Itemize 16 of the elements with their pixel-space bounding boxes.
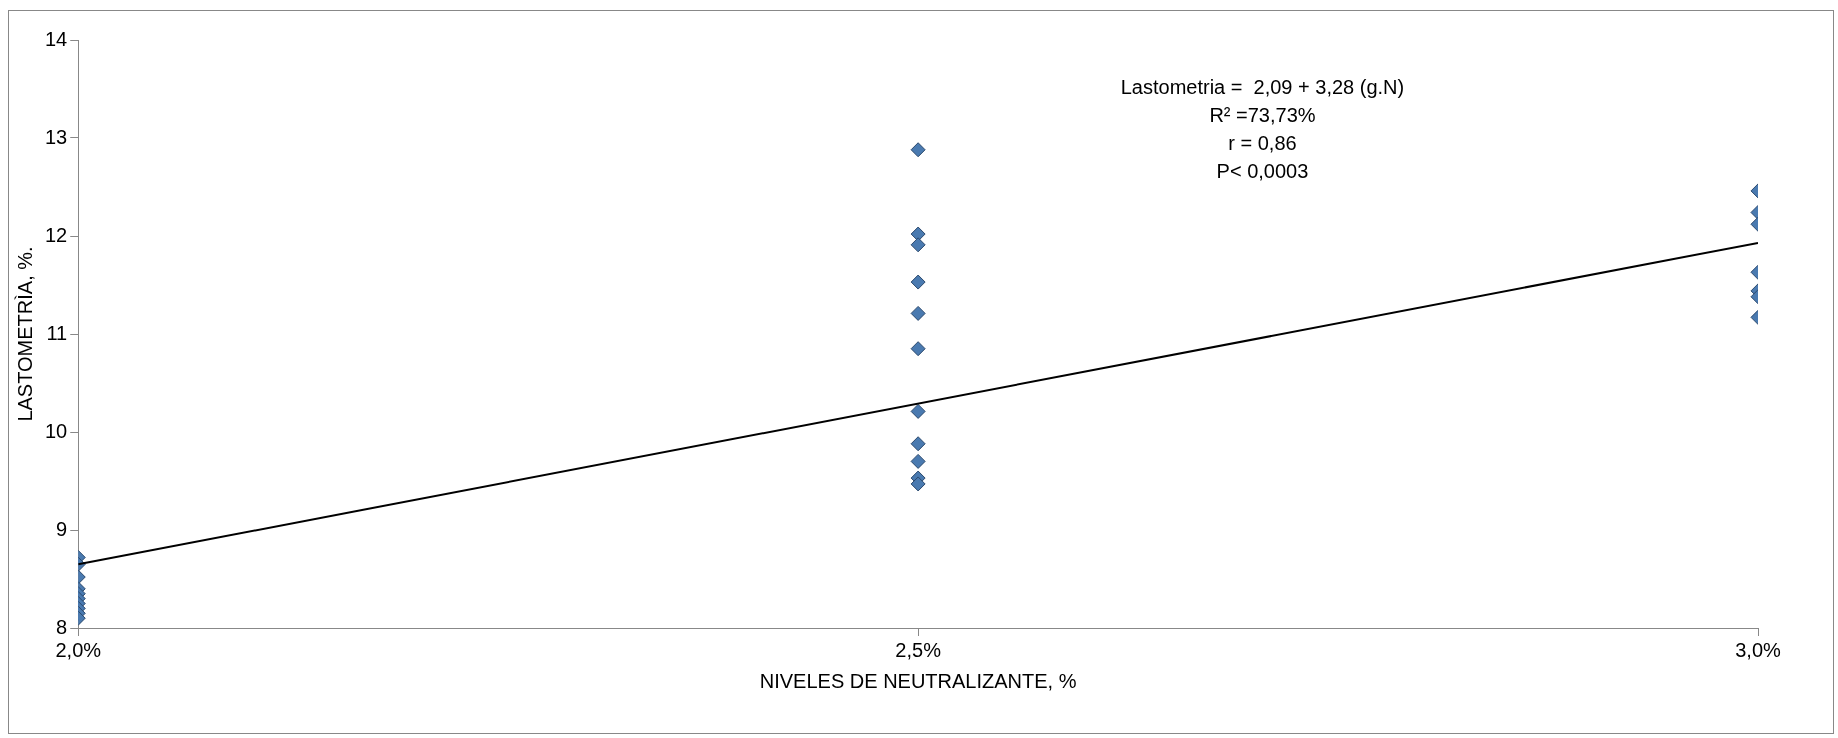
x-axis-title: NIVELES DE NEUTRALIZANTE, %	[759, 669, 1077, 692]
annotation: R² =73,73%	[1209, 103, 1316, 126]
y-tick-label: 8	[56, 615, 68, 638]
y-tick-label: 14	[45, 27, 68, 50]
x-tick-label: 2,0%	[55, 638, 102, 661]
y-tick-label: 9	[56, 517, 68, 540]
y-axis-title: LASTOMETRÌA, %.	[13, 246, 36, 422]
x-tick-label: 2,5%	[895, 638, 942, 661]
y-tick-label: 11	[46, 321, 68, 344]
y-tick-label: 10	[45, 419, 68, 442]
x-tick-label: 3,0%	[1735, 638, 1782, 661]
annotation: r = 0,86	[1228, 131, 1297, 154]
annotation: Lastometria = 2,09 + 3,28 (g.N)	[1120, 75, 1405, 98]
annotation: P< 0,0003	[1216, 159, 1309, 182]
y-tick-label: 12	[45, 223, 68, 246]
y-tick-label: 13	[45, 125, 68, 148]
